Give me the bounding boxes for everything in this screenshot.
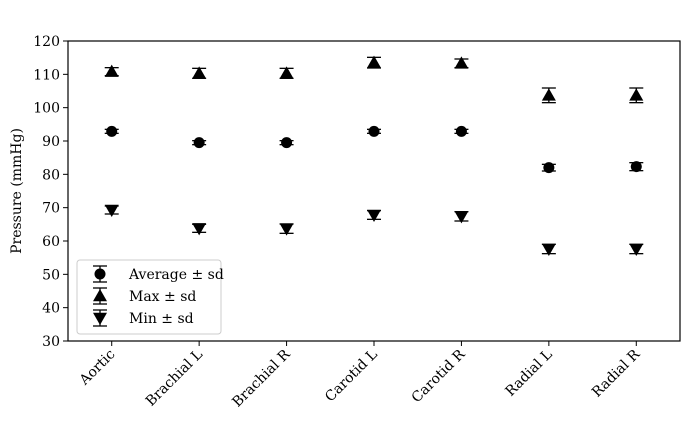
y-tick-label: 110	[33, 67, 60, 83]
data-point	[192, 66, 207, 79]
data-point	[367, 125, 381, 137]
y-axis: 30 40 50 60 70 80 90 100 110 120	[33, 34, 68, 350]
legend-entry: Min ± sd	[93, 309, 194, 327]
y-tick-label: 80	[42, 167, 60, 183]
marker-triangle-up	[279, 66, 294, 79]
marker-triangle-down	[629, 243, 644, 256]
marker-circle	[193, 137, 205, 149]
data-point	[454, 125, 469, 137]
x-tick-label: Brachial L	[143, 347, 206, 410]
marker-triangle-down	[454, 211, 469, 224]
y-tick-label: 50	[42, 267, 60, 283]
marker-triangle-up	[192, 66, 207, 79]
data-point	[279, 66, 294, 79]
x-tick-label: Radial L	[502, 347, 555, 400]
y-axis-label: Pressure (mmHg)	[9, 128, 25, 254]
marker-triangle-up	[104, 64, 119, 77]
data-point	[541, 243, 556, 256]
data-point	[104, 204, 119, 217]
data-point	[629, 161, 644, 173]
legend-label: Max ± sd	[129, 289, 196, 305]
marker-triangle-down	[192, 223, 207, 236]
marker-circle	[106, 125, 118, 137]
legend-entry: Max ± sd	[93, 287, 196, 305]
x-tick-label: Carotid R	[409, 346, 469, 406]
marker-circle	[455, 125, 467, 137]
x-tick-label: Radial R	[589, 346, 643, 400]
data-point	[192, 223, 207, 236]
legend-marker	[93, 289, 107, 302]
data-point	[279, 223, 294, 236]
marker-circle	[281, 137, 293, 149]
marker-triangle-down	[104, 204, 119, 217]
data-point	[104, 125, 119, 137]
plot-area	[104, 55, 644, 256]
y-tick-label: 70	[42, 201, 60, 217]
data-point	[541, 162, 556, 174]
data-point	[629, 243, 644, 256]
marker-triangle-down	[541, 243, 556, 256]
y-tick-label: 120	[33, 34, 60, 50]
data-point	[541, 87, 556, 104]
legend-label: Min ± sd	[129, 311, 194, 327]
marker-circle	[368, 125, 380, 137]
legend-marker	[93, 312, 107, 325]
x-tick-label: Carotid L	[322, 347, 381, 406]
x-axis: Aortic Brachial L Brachial R Carotid L Carot…	[76, 341, 643, 410]
y-tick-label: 60	[42, 234, 60, 250]
data-point	[367, 55, 381, 69]
marker-circle	[543, 162, 555, 174]
marker-triangle-up	[629, 88, 644, 101]
legend-marker	[94, 268, 106, 280]
data-point	[629, 87, 644, 104]
marker-triangle-down	[279, 223, 294, 236]
legend: Average ± sd Max ± sd Min ± sd	[76, 259, 224, 335]
data-point	[104, 64, 119, 77]
data-point	[454, 56, 469, 69]
marker-triangle-up	[541, 88, 556, 101]
data-point	[367, 209, 381, 222]
legend-entry: Average ± sd	[93, 265, 224, 283]
marker-triangle-down	[367, 209, 381, 222]
marker-triangle-up	[454, 56, 469, 69]
y-tick-label: 30	[42, 334, 60, 350]
x-tick-label: Brachial R	[229, 346, 293, 410]
marker-circle	[630, 161, 642, 173]
y-tick-label: 40	[42, 301, 60, 317]
x-tick-label: Aortic	[76, 346, 119, 389]
legend-label: Average ± sd	[128, 267, 224, 283]
marker-triangle-up	[367, 55, 381, 68]
y-tick-label: 90	[42, 134, 60, 150]
y-tick-label: 100	[33, 101, 60, 117]
data-point	[279, 137, 294, 149]
data-point	[192, 137, 207, 149]
data-point	[454, 211, 469, 224]
legend-box	[76, 259, 222, 335]
